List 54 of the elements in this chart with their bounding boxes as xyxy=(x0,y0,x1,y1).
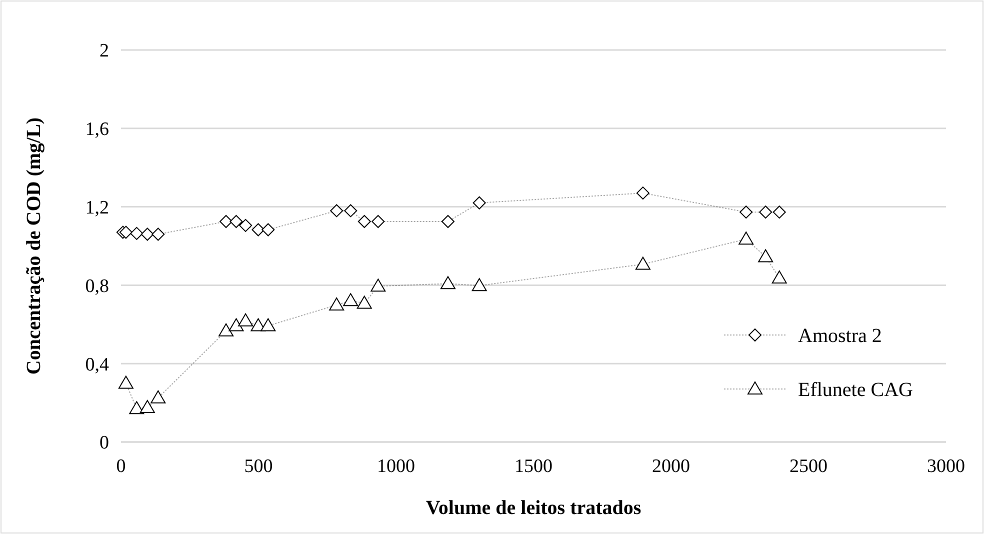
point xyxy=(343,293,358,306)
point xyxy=(252,223,265,236)
legend-label: Amostra 2 xyxy=(798,325,882,347)
x-tick-label: 3000 xyxy=(927,456,965,477)
point xyxy=(329,297,344,310)
point xyxy=(228,318,244,332)
point xyxy=(230,215,243,228)
x-tick-label: 1500 xyxy=(514,456,552,477)
y-tick-label: 1,2 xyxy=(85,197,109,218)
point xyxy=(119,226,132,239)
point xyxy=(740,206,753,219)
y-axis-title: Concentração de COD (mg/L) xyxy=(23,117,45,375)
point xyxy=(330,204,344,218)
y-tick-label: 1,6 xyxy=(85,119,109,140)
point xyxy=(238,313,254,326)
point xyxy=(344,204,358,218)
y-tick-label: 0,4 xyxy=(85,354,110,376)
point xyxy=(472,196,486,210)
y-tick-label: 0,8 xyxy=(85,276,109,297)
point xyxy=(370,278,386,292)
point xyxy=(441,215,454,228)
point xyxy=(759,206,772,219)
y-tick-label: 2 xyxy=(100,40,109,62)
point xyxy=(635,256,650,270)
point xyxy=(218,323,234,336)
point xyxy=(260,318,276,332)
x-tick-label: 1000 xyxy=(377,456,415,477)
point xyxy=(130,226,144,240)
point xyxy=(772,270,787,284)
point xyxy=(358,215,371,228)
x-tick-label: 0 xyxy=(116,456,126,477)
point xyxy=(758,249,774,262)
point xyxy=(472,278,487,292)
point xyxy=(239,218,252,232)
point xyxy=(772,206,786,219)
x-axis-title: Volume de leitos tratados xyxy=(426,497,642,519)
point xyxy=(118,376,134,389)
point xyxy=(220,215,233,228)
point xyxy=(356,296,372,309)
point xyxy=(372,215,385,228)
x-tick-label: 2500 xyxy=(790,456,828,477)
point xyxy=(440,276,456,290)
point xyxy=(152,228,165,241)
x-tick-label: 500 xyxy=(244,456,273,477)
point xyxy=(140,228,154,241)
y-tick-label: 0 xyxy=(100,432,109,454)
point xyxy=(140,400,155,414)
legend-label: Eflunete CAG xyxy=(798,379,913,401)
point xyxy=(262,223,275,236)
point xyxy=(636,186,650,200)
x-tick-label: 2000 xyxy=(652,456,690,477)
point xyxy=(129,401,144,414)
point xyxy=(150,390,166,404)
point xyxy=(738,232,754,245)
